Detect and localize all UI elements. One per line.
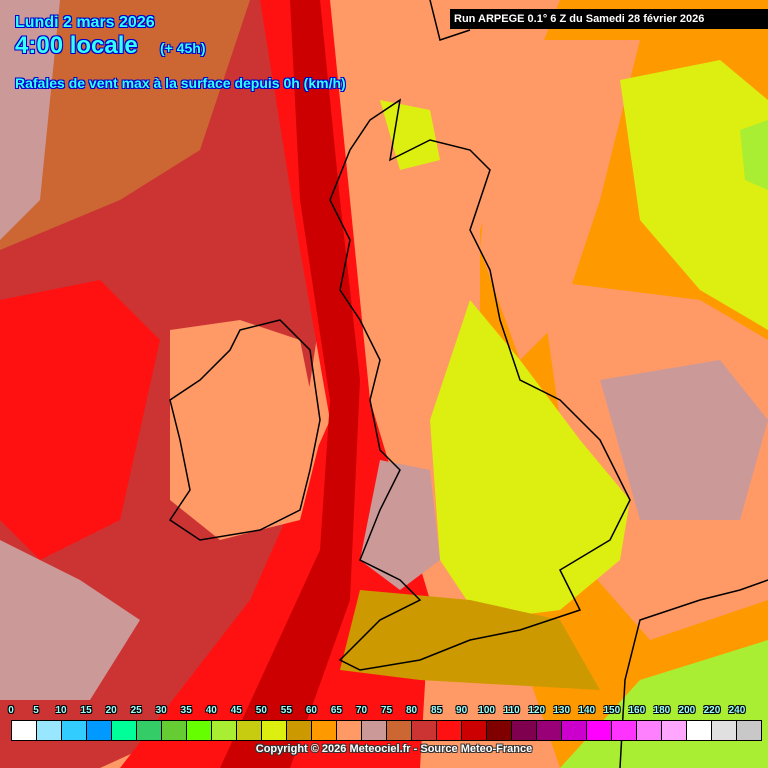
legend-swatch	[312, 721, 337, 740]
field-50-east	[620, 60, 768, 330]
legend-swatch	[62, 721, 87, 740]
legend-swatch	[262, 721, 287, 740]
legend-label: 70	[355, 705, 368, 716]
field-england-yellow	[430, 300, 630, 620]
legend-label: 5	[33, 705, 39, 716]
run-info: Run ARPEGE 0.1° 6 Z du Samedi 28 février…	[450, 9, 768, 29]
legend-swatch	[462, 721, 487, 740]
legend-label: 40	[205, 705, 217, 716]
legend-label: 45	[230, 705, 242, 716]
legend-swatch	[662, 721, 687, 740]
legend-label: 75	[380, 705, 393, 716]
legend-swatch	[137, 721, 162, 740]
forecast-lead: (+ 45h)	[160, 40, 206, 56]
color-legend	[11, 720, 762, 741]
legend-label: 180	[653, 705, 671, 716]
field-100-band	[220, 0, 360, 768]
legend-swatch	[737, 721, 761, 740]
legend-swatch	[612, 721, 637, 740]
legend-label: 60	[305, 705, 317, 716]
legend-label: 50	[255, 705, 267, 716]
legend-swatch	[362, 721, 387, 740]
field-scotland	[350, 60, 490, 300]
legend-label: 220	[703, 705, 721, 716]
field-70-w	[0, 540, 140, 700]
legend-label: 130	[553, 705, 571, 716]
legend-label: 30	[155, 705, 167, 716]
legend-label: 85	[431, 705, 443, 716]
legend-swatch	[12, 721, 37, 740]
legend-swatch	[287, 721, 312, 740]
legend-swatch	[412, 721, 437, 740]
legend-label: 10	[55, 705, 67, 716]
legend-label: 25	[130, 705, 142, 716]
field-45-east	[740, 120, 768, 190]
legend-swatch	[437, 721, 462, 740]
forecast-time: 4:00 locale	[15, 32, 138, 59]
copyright: Copyright © 2026 Meteociel.fr - Source M…	[255, 743, 533, 755]
field-70-e	[600, 360, 768, 520]
legend-swatch	[237, 721, 262, 740]
forecast-date: Lundi 2 mars 2026	[15, 14, 155, 31]
legend-labels: 0 5 10 15 20 25 30 35 40 45 50 55 60 65 70 75 80 85 90 100 1…	[0, 705, 768, 719]
field-wales	[360, 460, 440, 590]
legend-label: 120	[528, 705, 546, 716]
field-scotland-high	[380, 100, 440, 170]
legend-swatch	[687, 721, 712, 740]
legend-swatch	[112, 721, 137, 740]
legend-label: 15	[80, 705, 92, 716]
legend-label: 65	[330, 705, 342, 716]
legend-label: 55	[280, 705, 292, 716]
legend-label: 110	[503, 705, 520, 716]
legend-swatch	[87, 721, 112, 740]
legend-label: 20	[105, 705, 117, 716]
legend-swatch	[487, 721, 512, 740]
legend-swatch	[387, 721, 412, 740]
legend-swatch	[712, 721, 737, 740]
legend-label: 100	[478, 705, 495, 716]
legend-label: 35	[180, 705, 192, 716]
legend-swatch	[512, 721, 537, 740]
field-70	[0, 0, 60, 240]
legend-label: 80	[405, 705, 418, 716]
legend-label: 200	[678, 705, 696, 716]
legend-swatch	[212, 721, 237, 740]
parameter-title: Rafales de vent max à la surface depuis …	[15, 75, 346, 91]
legend-swatch	[162, 721, 187, 740]
field-90	[120, 0, 430, 768]
legend-label: 140	[578, 705, 596, 716]
field-85	[0, 0, 330, 768]
legend-label: 150	[603, 705, 621, 716]
legend-swatch	[637, 721, 662, 740]
field-ireland	[170, 320, 320, 540]
legend-label: 0	[8, 705, 14, 716]
legend-swatch	[537, 721, 562, 740]
legend-swatch	[337, 721, 362, 740]
legend-swatch	[587, 721, 612, 740]
coastlines	[168, 0, 768, 768]
legend-label: 160	[628, 705, 646, 716]
legend-swatch	[562, 721, 587, 740]
field-65-ne	[480, 40, 640, 360]
legend-swatch	[37, 721, 62, 740]
legend-swatch	[187, 721, 212, 740]
field-90-w	[0, 280, 160, 560]
legend-label: 240	[728, 705, 746, 716]
legend-label: 90	[456, 705, 468, 716]
